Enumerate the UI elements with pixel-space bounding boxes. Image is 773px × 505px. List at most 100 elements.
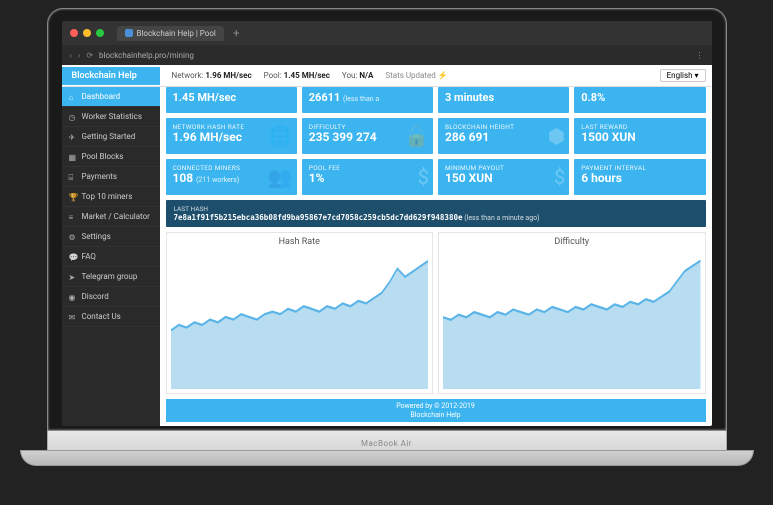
- sidebar-item-label: Market / Calculator: [82, 212, 150, 221]
- reload-icon[interactable]: ⟳: [86, 51, 93, 60]
- brand-label[interactable]: Blockchain Help: [62, 67, 160, 85]
- sidebar-item-label: Getting Started: [82, 132, 136, 141]
- card-value: 0.8%: [581, 92, 698, 104]
- top-bar: Blockchain Help Network: 1.96 MH/sec Poo…: [62, 65, 712, 87]
- sidebar-item-faq[interactable]: 💬 FAQ: [62, 247, 160, 267]
- stat-card: BLOCKCHAIN HEIGHT286 691⬢: [438, 118, 569, 154]
- sidebar-item-label: Top 10 miners: [82, 192, 133, 201]
- stat-card: 1.45 MH/sec: [166, 87, 297, 113]
- cubes-icon: ▦: [69, 153, 77, 161]
- traffic-lights[interactable]: [70, 29, 104, 37]
- plane-icon: ✈: [69, 133, 77, 141]
- favicon: [125, 29, 133, 37]
- traffic-dot[interactable]: [96, 29, 104, 37]
- stat-card: PAYMENT INTERVAL6 hours: [574, 159, 705, 195]
- card-value: 1%: [309, 172, 426, 185]
- card-label: PAYMENT INTERVAL: [581, 164, 698, 172]
- difficulty-chart: Difficulty: [438, 232, 706, 394]
- gauge-icon: ◷: [69, 113, 77, 121]
- laptop-label: MacBook Air: [48, 431, 726, 448]
- sidebar-item-label: Worker Statistics: [82, 112, 142, 121]
- you-stat: You: N/A: [342, 71, 373, 80]
- url-text[interactable]: blockchainhelp.pro/mining: [99, 51, 194, 60]
- stats-updated: Stats Updated ⚡: [385, 71, 447, 80]
- sidebar-item-worker-statistics[interactable]: ◷ Worker Statistics: [62, 107, 160, 127]
- card-bg-icon: $: [418, 165, 429, 189]
- new-tab-button[interactable]: +: [233, 26, 240, 40]
- gear-icon: ⚙: [69, 233, 77, 241]
- address-bar: ‹ › ⟳ blockchainhelp.pro/mining ⋮: [62, 45, 712, 65]
- card-icon: ⌸: [69, 173, 77, 181]
- stat-card: CONNECTED MINERS108 (211 workers)👥: [166, 159, 297, 195]
- card-bg-icon: 👥: [268, 165, 293, 189]
- card-value: 1.45 MH/sec: [173, 92, 290, 104]
- sidebar-item-dashboard[interactable]: ⌂ Dashboard: [62, 87, 160, 107]
- sidebar-item-label: Discord: [82, 292, 109, 301]
- network-stat: Network: 1.96 MH/sec: [172, 71, 252, 80]
- discord-icon: ◉: [69, 293, 77, 301]
- card-bg-icon: 🔓: [404, 124, 429, 148]
- laptop-base: MacBook Air: [47, 431, 727, 459]
- sidebar-item-label: Pool Blocks: [82, 152, 124, 161]
- browser-titlebar: Blockchain Help | Pool +: [62, 21, 712, 45]
- stat-card: 26611 (less than a: [302, 87, 433, 113]
- sidebar-item-getting-started[interactable]: ✈ Getting Started: [62, 127, 160, 147]
- sidebar-item-telegram-group[interactable]: ➤ Telegram group: [62, 267, 160, 287]
- stat-card: DIFFICULTY235 399 274🔓: [302, 118, 433, 154]
- send-icon: ➤: [69, 273, 77, 281]
- sidebar: ⌂ Dashboard ◷ Worker Statistics ✈ Getting Sta…: [62, 87, 160, 426]
- card-value: 1500 XUN: [581, 131, 698, 144]
- main-content: 1.45 MH/sec 26611 (less than a 3 minutes 0.…: [160, 87, 712, 426]
- card-label: LAST REWARD: [581, 123, 698, 131]
- sidebar-item-label: FAQ: [82, 252, 96, 261]
- stat-card: NETWORK HASH RATE1.96 MH/sec🌐: [166, 118, 297, 154]
- stat-card: 0.8%: [574, 87, 705, 113]
- card-value: 6 hours: [581, 172, 698, 185]
- sidebar-item-pool-blocks[interactable]: ▦ Pool Blocks: [62, 147, 160, 167]
- last-hash-value: 7e8a1f91f5b215ebca36b08fd9ba95867e7cd705…: [174, 213, 463, 222]
- sidebar-item-label: Contact Us: [82, 312, 121, 321]
- last-hash-label: LAST HASH: [174, 205, 698, 213]
- sidebar-item-label: Dashboard: [82, 92, 121, 101]
- sidebar-item-discord[interactable]: ◉ Discord: [62, 287, 160, 307]
- last-hash-bar: LAST HASH 7e8a1f91f5b215ebca36b08fd9ba95…: [166, 200, 706, 227]
- stat-card: 3 minutes: [438, 87, 569, 113]
- forward-icon[interactable]: ›: [78, 51, 80, 60]
- sidebar-item-top-10-miners[interactable]: 🏆 Top 10 miners: [62, 187, 160, 207]
- trophy-icon: 🏆: [69, 193, 77, 201]
- stat-card: LAST REWARD1500 XUN: [574, 118, 705, 154]
- card-value: 286 691: [445, 131, 562, 144]
- tab-title: Blockchain Help | Pool: [137, 29, 216, 38]
- home-icon: ⌂: [69, 93, 77, 101]
- card-label: BLOCKCHAIN HEIGHT: [445, 123, 562, 131]
- chart-title: Hash Rate: [171, 237, 429, 247]
- traffic-dot[interactable]: [83, 29, 91, 37]
- sidebar-item-payments[interactable]: ⌸Payments: [62, 167, 160, 187]
- traffic-dot[interactable]: [70, 29, 78, 37]
- chart-title: Difficulty: [443, 237, 701, 247]
- last-hash-ago: (less than a minute ago): [464, 214, 539, 222]
- card-bg-icon: ⬢: [548, 124, 565, 148]
- back-icon[interactable]: ‹: [70, 51, 72, 60]
- card-bg-icon: 🌐: [268, 124, 293, 148]
- pool-stat: Pool: 1.45 MH/sec: [264, 71, 330, 80]
- sidebar-item-market-calculator[interactable]: ≡ Market / Calculator: [62, 207, 160, 227]
- sidebar-item-label: Telegram group: [82, 272, 138, 281]
- card-bg-icon: $: [554, 165, 565, 189]
- browser-tab[interactable]: Blockchain Help | Pool: [117, 26, 224, 41]
- mail-icon: ✉: [69, 313, 77, 321]
- card-value: 26611 (less than a: [309, 92, 426, 104]
- card-value: 150 XUN: [445, 172, 562, 185]
- sidebar-item-label: Settings: [82, 232, 111, 241]
- chart-area: [443, 261, 701, 390]
- sidebar-item-contact-us[interactable]: ✉ Contact Us: [62, 307, 160, 327]
- menu-icon[interactable]: ⋮: [696, 51, 704, 60]
- card-label: MINIMUM PAYOUT: [445, 164, 562, 172]
- stat-card: MINIMUM PAYOUT150 XUN$: [438, 159, 569, 195]
- page-footer: Powered by © 2012-2019 Blockchain Help: [166, 399, 706, 422]
- chart-icon: ≡: [69, 213, 77, 221]
- language-select[interactable]: English ▾: [660, 69, 706, 82]
- chat-icon: 💬: [69, 253, 77, 261]
- sidebar-item-settings[interactable]: ⚙ Settings: [62, 227, 160, 247]
- card-label: POOL FEE: [309, 164, 426, 172]
